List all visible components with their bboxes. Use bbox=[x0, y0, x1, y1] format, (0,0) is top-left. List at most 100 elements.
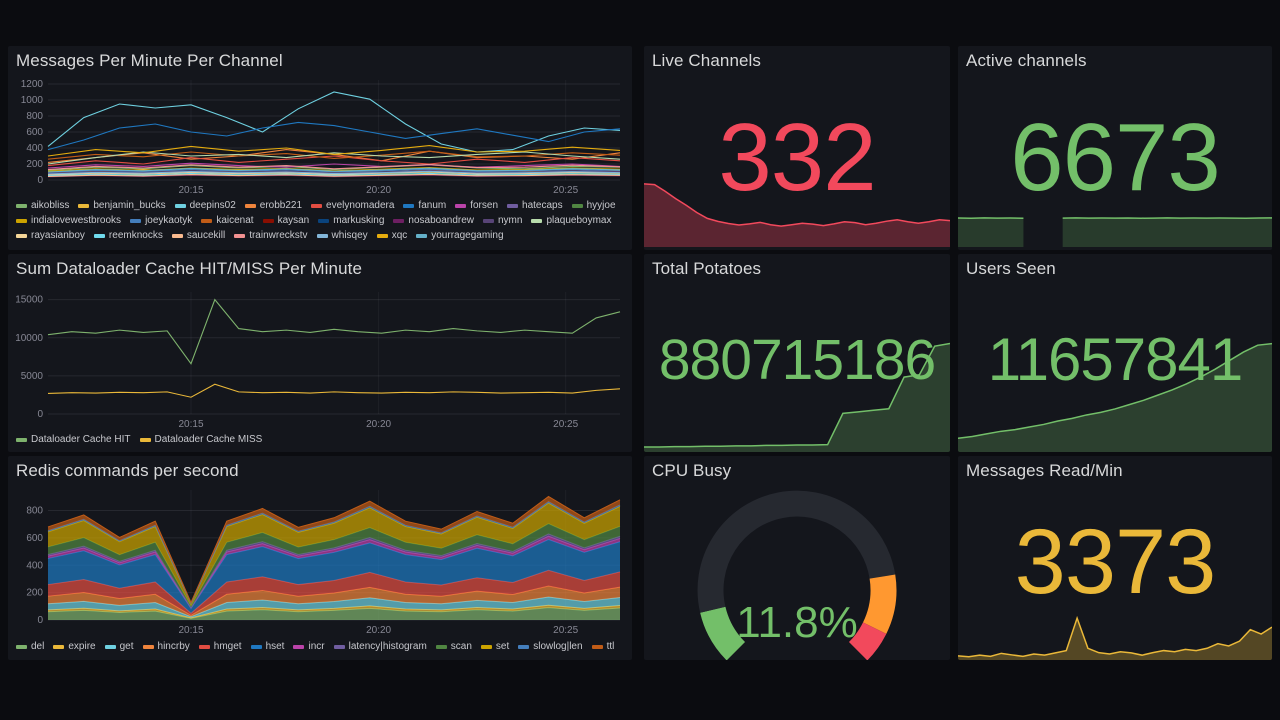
legend-item-deepins02[interactable]: deepins02 bbox=[174, 199, 236, 213]
panel-title-redis[interactable]: Redis commands per second bbox=[16, 461, 239, 480]
panel-title-messages-read[interactable]: Messages Read/Min bbox=[966, 461, 1123, 480]
legend-swatch bbox=[376, 234, 388, 238]
panel-active-channels: Active channels 6673 bbox=[958, 46, 1272, 250]
legend-item-del[interactable]: del bbox=[16, 640, 44, 654]
svg-text:15000: 15000 bbox=[15, 295, 43, 306]
legend-item-Dataloader Cache MISS[interactable]: Dataloader Cache MISS bbox=[139, 433, 262, 447]
panel-title-dataloader[interactable]: Sum Dataloader Cache HIT/MISS Per Minute bbox=[16, 259, 363, 278]
panel-title-total-potatoes[interactable]: Total Potatoes bbox=[652, 259, 762, 278]
svg-text:20:20: 20:20 bbox=[366, 419, 391, 430]
panel-dataloader-cache: Sum Dataloader Cache HIT/MISS Per Minute… bbox=[8, 254, 632, 452]
legend-item-whisqey[interactable]: whisqey bbox=[316, 229, 368, 243]
legend-label: nymn bbox=[498, 215, 523, 226]
legend-item-get[interactable]: get bbox=[104, 640, 134, 654]
legend-swatch bbox=[16, 234, 27, 238]
active-channels-value: 6673 bbox=[1010, 104, 1221, 211]
legend-label: yourragegaming bbox=[431, 230, 504, 241]
legend-swatch bbox=[318, 219, 330, 223]
legend-label: whisqey bbox=[331, 230, 368, 241]
redis-legend: del expire get hincrby hmget hset incr latency|… bbox=[16, 640, 628, 654]
legend-item-expire[interactable]: expire bbox=[53, 640, 96, 654]
legend-swatch bbox=[16, 204, 27, 208]
legend-item-Dataloader Cache HIT[interactable]: Dataloader Cache HIT bbox=[16, 433, 131, 447]
legend-swatch bbox=[403, 204, 415, 208]
legend-item-nymn[interactable]: nymn bbox=[483, 214, 522, 228]
cpu-busy-gauge bbox=[657, 476, 937, 660]
panel-messages-read: Messages Read/Min 3373 bbox=[958, 456, 1272, 660]
legend-item-kaysan[interactable]: kaysan bbox=[262, 214, 309, 228]
legend-item-xqc[interactable]: xqc bbox=[376, 229, 408, 243]
legend-item-plaqueboymax[interactable]: plaqueboymax bbox=[531, 214, 612, 228]
panel-title-users-seen[interactable]: Users Seen bbox=[966, 259, 1056, 278]
panel-cpu-busy: CPU Busy 11.8% bbox=[644, 456, 950, 660]
legend-item-rayasianboy[interactable]: rayasianboy bbox=[16, 229, 85, 243]
total-potatoes-value: 880715186 bbox=[658, 328, 936, 392]
legend-label: scan bbox=[450, 641, 472, 652]
svg-text:20:25: 20:25 bbox=[553, 625, 578, 636]
legend-swatch bbox=[16, 219, 27, 223]
panel-title-active-channels[interactable]: Active channels bbox=[966, 51, 1087, 70]
legend-item-saucekill[interactable]: saucekill bbox=[171, 229, 226, 243]
legend-swatch bbox=[93, 234, 105, 238]
legend-swatch bbox=[480, 645, 492, 649]
legend-label: hatecaps bbox=[522, 200, 563, 211]
legend-swatch bbox=[316, 234, 328, 238]
legend-item-hyyjoe[interactable]: hyyjoe bbox=[571, 199, 616, 213]
legend-label: Dataloader Cache HIT bbox=[31, 434, 131, 445]
legend-item-ttl[interactable]: ttl bbox=[591, 640, 614, 654]
legend-item-hincrby[interactable]: hincrby bbox=[142, 640, 190, 654]
legend-label: reemknocks bbox=[108, 230, 163, 241]
legend-label: xqc bbox=[391, 230, 408, 241]
legend-label: trainwreckstv bbox=[249, 230, 308, 241]
legend-item-erobb221[interactable]: erobb221 bbox=[244, 199, 302, 213]
legend-label: markusking bbox=[333, 215, 385, 226]
panel-title-live-channels[interactable]: Live Channels bbox=[652, 51, 762, 70]
legend-item-indialovewestbrooks[interactable]: indialovewestbrooks bbox=[16, 214, 121, 228]
legend-label: joeykaotyk bbox=[145, 215, 193, 226]
legend-item-benjamin_bucks[interactable]: benjamin_bucks bbox=[78, 199, 166, 213]
legend-item-evelynomadera[interactable]: evelynomadera bbox=[311, 199, 394, 213]
legend-label: saucekill bbox=[186, 230, 226, 241]
svg-text:1000: 1000 bbox=[21, 95, 44, 106]
legend-item-hset[interactable]: hset bbox=[250, 640, 284, 654]
legend-item-forsen[interactable]: forsen bbox=[455, 199, 498, 213]
panel-total-potatoes: Total Potatoes 880715186 bbox=[644, 254, 950, 452]
svg-text:800: 800 bbox=[26, 506, 43, 517]
legend-item-hmget[interactable]: hmget bbox=[198, 640, 242, 654]
legend-item-hatecaps[interactable]: hatecaps bbox=[507, 199, 563, 213]
users-seen-sparkline bbox=[958, 340, 1272, 452]
panel-title-cpu-busy[interactable]: CPU Busy bbox=[652, 461, 732, 480]
legend-item-slowlog|len[interactable]: slowlog|len bbox=[518, 640, 583, 654]
legend-item-trainwreckstv[interactable]: trainwreckstv bbox=[234, 229, 308, 243]
svg-text:20:20: 20:20 bbox=[366, 185, 391, 196]
svg-text:20:15: 20:15 bbox=[178, 419, 203, 430]
legend-item-set[interactable]: set bbox=[480, 640, 509, 654]
legend-item-kaicenat[interactable]: kaicenat bbox=[201, 214, 254, 228]
svg-text:0: 0 bbox=[37, 615, 43, 626]
svg-text:0: 0 bbox=[37, 409, 43, 420]
legend-swatch bbox=[53, 645, 65, 649]
legend-swatch bbox=[104, 645, 116, 649]
legend-item-scan[interactable]: scan bbox=[435, 640, 472, 654]
panel-title-messages[interactable]: Messages Per Minute Per Channel bbox=[16, 51, 283, 70]
legend-item-nosaboandrew[interactable]: nosaboandrew bbox=[393, 214, 474, 228]
legend-item-reemknocks[interactable]: reemknocks bbox=[93, 229, 163, 243]
svg-text:1200: 1200 bbox=[21, 79, 44, 90]
legend-label: incr bbox=[308, 641, 325, 652]
legend-item-joeykaotyk[interactable]: joeykaotyk bbox=[130, 214, 192, 228]
legend-item-yourragegaming[interactable]: yourragegaming bbox=[416, 229, 504, 243]
legend-swatch bbox=[293, 645, 305, 649]
legend-item-latency|histogram[interactable]: latency|histogram bbox=[333, 640, 427, 654]
legend-item-fanum[interactable]: fanum bbox=[403, 199, 446, 213]
legend-swatch bbox=[174, 204, 186, 208]
legend-swatch bbox=[262, 219, 274, 223]
legend-swatch bbox=[198, 645, 210, 649]
legend-swatch bbox=[333, 645, 345, 649]
legend-label: rayasianboy bbox=[31, 230, 85, 241]
legend-item-incr[interactable]: incr bbox=[293, 640, 325, 654]
legend-item-aikobliss[interactable]: aikobliss bbox=[16, 199, 69, 213]
dataloader-legend: Dataloader Cache HIT Dataloader Cache MIS… bbox=[16, 433, 628, 447]
legend-item-markusking[interactable]: markusking bbox=[318, 214, 384, 228]
legend-label: get bbox=[119, 641, 134, 652]
legend-swatch bbox=[78, 204, 90, 208]
